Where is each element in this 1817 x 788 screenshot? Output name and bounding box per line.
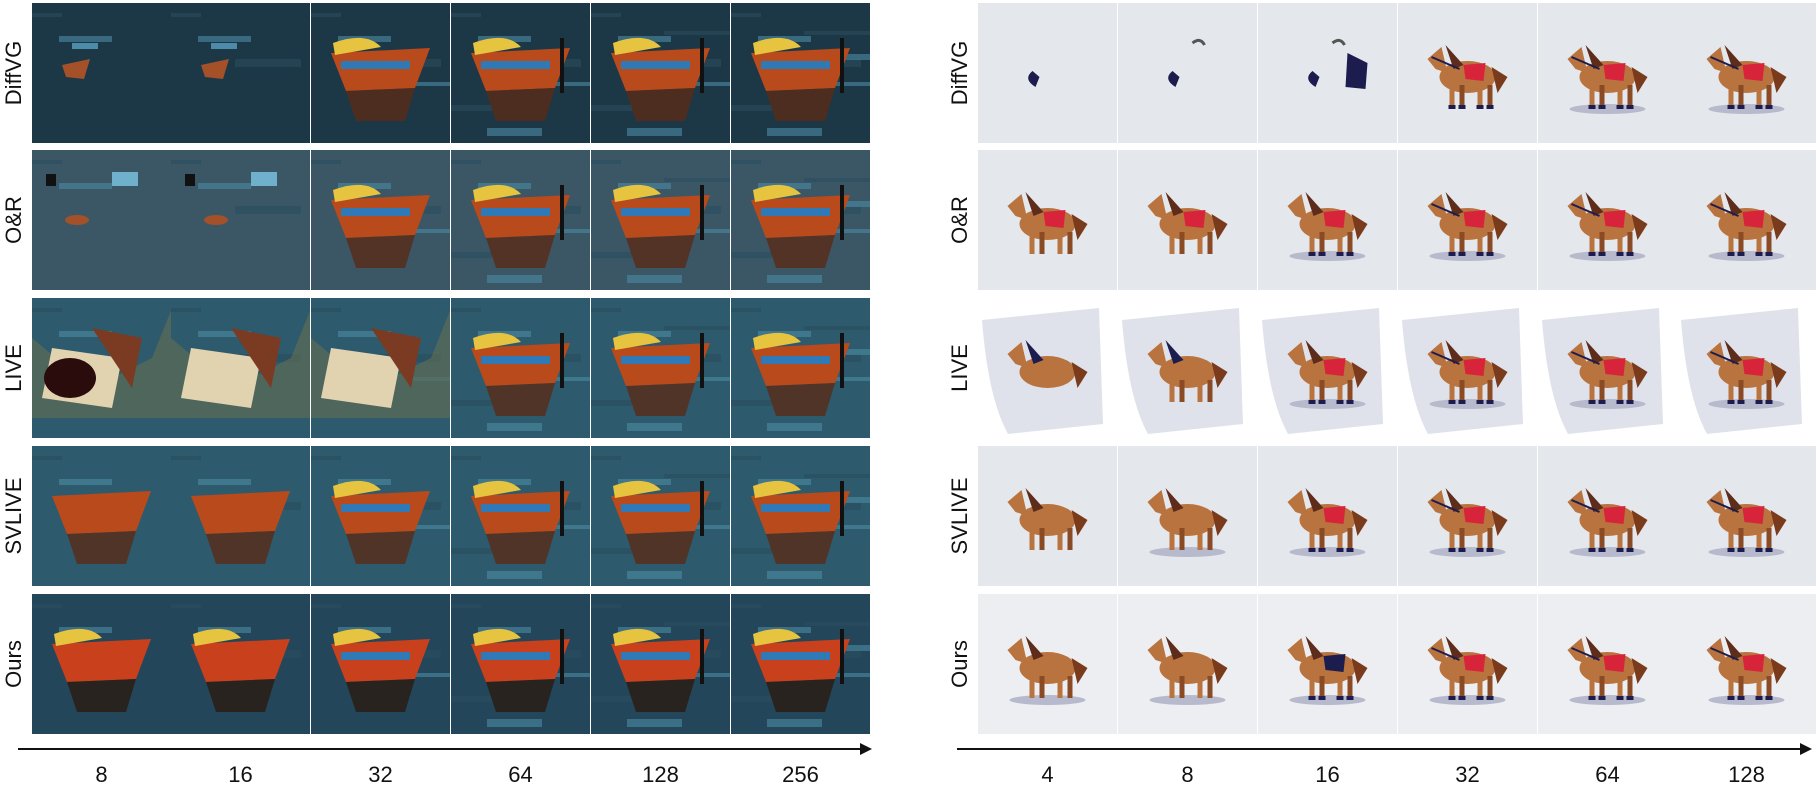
x-axis-line [18,748,860,750]
x-tick-label: 16 [1315,762,1340,787]
boat-thumbnail [32,594,171,734]
row-label: SVLIVE [1,477,26,555]
x-tick-label: 32 [1455,762,1480,787]
horse-thumbnail [1398,446,1537,586]
boat-thumbnail [451,3,590,143]
boat-thumbnail [451,594,590,734]
boat-thumbnail [591,3,730,143]
row-label: Ours [1,640,26,688]
x-axis-arrow-icon [860,743,872,755]
row-label: O&R [947,196,972,244]
row-label: Ours [947,640,972,688]
horse-thumbnail [1677,594,1816,734]
horse-thumbnail [1258,594,1397,734]
horse-thumbnail [1398,298,1537,438]
row-label: LIVE [1,344,26,392]
boat-thumbnail [311,150,450,290]
boat-thumbnail [591,298,730,438]
boat-thumbnail [451,150,590,290]
boat-thumbnail [171,3,310,143]
boat-thumbnail [311,298,450,438]
x-axis-line [957,748,1800,750]
boat-thumbnail [32,446,171,586]
row-label: DiffVG [1,40,26,106]
x-tick-label: 128 [642,762,679,787]
boat-thumbnail [731,150,870,290]
x-tick-label: 16 [228,762,253,787]
horse-thumbnail [978,150,1117,290]
boat-thumbnail [171,446,310,586]
boat-thumbnail [731,298,870,438]
horse-thumbnail [1258,3,1397,143]
boat-thumbnail [731,446,870,586]
boat-thumbnail [451,298,590,438]
row-label: O&R [1,196,26,244]
horse-thumbnail [1538,3,1677,143]
boat-thumbnail [171,594,310,734]
horse-thumbnail [978,446,1117,586]
boat-thumbnail [451,446,590,586]
row-label: SVLIVE [947,477,972,555]
horse-thumbnail [1538,594,1677,734]
x-tick-label: 8 [1181,762,1194,787]
x-tick-label: 128 [1728,762,1765,787]
horse-thumbnail [1538,150,1677,290]
horse-thumbnail [978,3,1117,143]
boat-thumbnail [32,3,171,143]
horse-thumbnail [1677,298,1816,438]
boat-thumbnail [171,298,310,438]
horse-thumbnail [1118,150,1257,290]
horse-thumbnail [1118,3,1257,143]
boat-thumbnail [32,298,171,438]
horse-thumbnail [1258,150,1397,290]
x-tick-label: 32 [368,762,393,787]
horse-thumbnail [1398,594,1537,734]
row-label: DiffVG [947,40,972,106]
horse-thumbnail [1118,298,1257,438]
boat-thumbnail [171,150,310,290]
boat-thumbnail [731,3,870,143]
horse-thumbnail [1538,446,1677,586]
x-tick-label: 64 [508,762,533,787]
x-tick-label: 8 [95,762,108,787]
horse-thumbnail [1258,298,1397,438]
boat-thumbnail [311,446,450,586]
boat-thumbnail [731,594,870,734]
boat-thumbnail [311,3,450,143]
boat-thumbnail [32,150,171,290]
horse-thumbnail [978,298,1117,438]
x-tick-label: 256 [782,762,819,787]
horse-thumbnail [1677,446,1816,586]
horse-thumbnail [1398,150,1537,290]
horse-thumbnail [1677,150,1816,290]
boat-thumbnail [311,594,450,734]
boat-thumbnail [591,150,730,290]
horse-thumbnail [1398,3,1537,143]
boat-thumbnail [591,594,730,734]
horse-thumbnail [1538,298,1677,438]
boat-thumbnail [591,446,730,586]
horse-thumbnail [1258,446,1397,586]
horse-thumbnail [1118,594,1257,734]
x-axis-arrow-icon [1800,743,1812,755]
horse-thumbnail [978,594,1117,734]
x-tick-label: 4 [1041,762,1054,787]
row-label: LIVE [947,344,972,392]
horse-thumbnail [1677,3,1816,143]
x-tick-label: 64 [1595,762,1620,787]
horse-thumbnail [1118,446,1257,586]
